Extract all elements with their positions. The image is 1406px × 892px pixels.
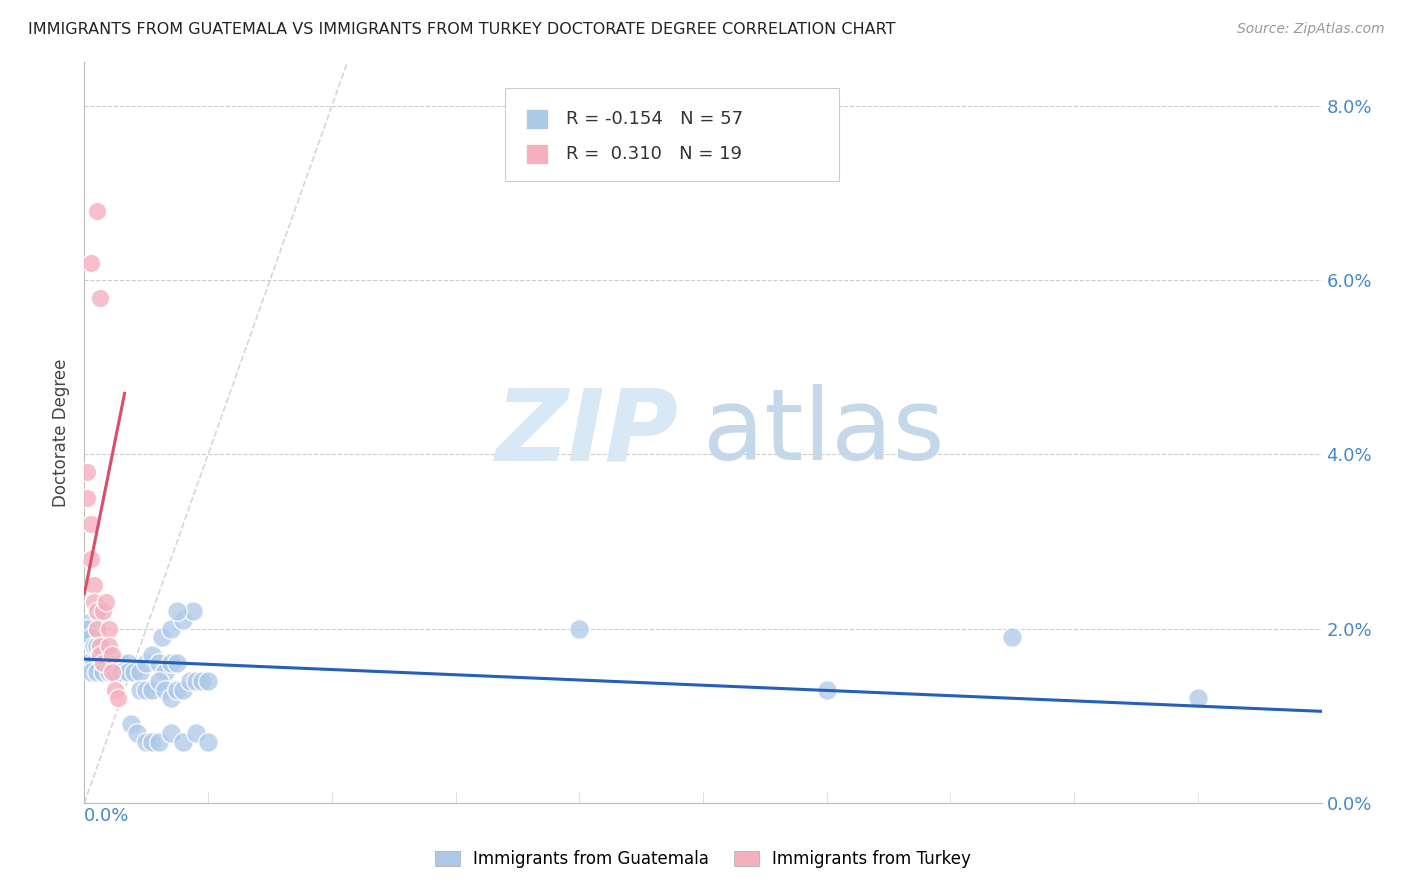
Point <box>568 622 591 636</box>
Point <box>86 665 108 680</box>
Text: ZIP: ZIP <box>495 384 678 481</box>
Point <box>135 657 157 671</box>
Point <box>122 665 145 680</box>
Text: atlas: atlas <box>703 384 945 481</box>
Legend: Immigrants from Guatemala, Immigrants from Turkey: Immigrants from Guatemala, Immigrants fr… <box>427 844 979 875</box>
Point <box>135 735 157 749</box>
Point <box>89 648 111 662</box>
Point <box>172 682 194 697</box>
Point <box>86 203 108 218</box>
Point <box>181 604 204 618</box>
Point <box>135 682 157 697</box>
Point <box>166 604 188 618</box>
Point <box>79 517 101 532</box>
Point <box>83 595 105 609</box>
Point <box>79 630 101 644</box>
Point <box>79 552 101 566</box>
Point <box>98 622 121 636</box>
Point <box>172 613 194 627</box>
Point <box>86 639 108 653</box>
Point <box>117 657 139 671</box>
Point <box>110 657 132 671</box>
Point <box>83 639 105 653</box>
FancyBboxPatch shape <box>526 109 548 129</box>
Point <box>179 673 201 688</box>
Point <box>184 673 207 688</box>
Point <box>197 735 219 749</box>
Text: R =  0.310   N = 19: R = 0.310 N = 19 <box>565 145 741 163</box>
Point <box>91 657 114 671</box>
Point <box>120 717 142 731</box>
Point <box>141 648 163 662</box>
Point <box>76 657 98 671</box>
Point <box>815 682 838 697</box>
Point <box>91 648 114 662</box>
Point <box>148 657 170 671</box>
Point <box>160 691 183 706</box>
Point <box>75 622 97 636</box>
Point <box>172 735 194 749</box>
Point <box>191 673 214 688</box>
Point <box>101 648 124 662</box>
Point <box>160 622 183 636</box>
Point <box>150 630 173 644</box>
Text: R = -0.154   N = 57: R = -0.154 N = 57 <box>565 111 742 128</box>
Point <box>83 578 105 592</box>
Point <box>1187 691 1209 706</box>
Point <box>89 648 111 662</box>
Point <box>141 682 163 697</box>
FancyBboxPatch shape <box>505 88 839 181</box>
Point <box>107 691 129 706</box>
Point <box>104 657 127 671</box>
Point <box>148 673 170 688</box>
Point <box>86 604 108 618</box>
Text: Source: ZipAtlas.com: Source: ZipAtlas.com <box>1237 22 1385 37</box>
Point <box>101 665 124 680</box>
Point <box>91 604 114 618</box>
Point <box>89 639 111 653</box>
Point <box>98 639 121 653</box>
Point <box>98 665 121 680</box>
Point <box>86 622 108 636</box>
Point <box>160 726 183 740</box>
Point <box>125 726 148 740</box>
Point <box>141 735 163 749</box>
Point <box>79 665 101 680</box>
Y-axis label: Doctorate Degree: Doctorate Degree <box>52 359 70 507</box>
Point <box>153 665 176 680</box>
Point <box>129 682 152 697</box>
Point <box>79 256 101 270</box>
Point <box>91 665 114 680</box>
Text: 0.0%: 0.0% <box>84 807 129 825</box>
Text: IMMIGRANTS FROM GUATEMALA VS IMMIGRANTS FROM TURKEY DOCTORATE DEGREE CORRELATION: IMMIGRANTS FROM GUATEMALA VS IMMIGRANTS … <box>28 22 896 37</box>
Point <box>76 491 98 505</box>
Point <box>153 682 176 697</box>
Point <box>83 657 105 671</box>
Point <box>76 465 98 479</box>
Point <box>104 665 127 680</box>
Point <box>129 665 152 680</box>
Point <box>197 673 219 688</box>
Point <box>160 657 183 671</box>
Point <box>184 726 207 740</box>
Point <box>166 657 188 671</box>
Point <box>98 657 121 671</box>
Point <box>110 665 132 680</box>
Point <box>117 665 139 680</box>
FancyBboxPatch shape <box>526 144 548 164</box>
Point <box>89 291 111 305</box>
Point <box>76 622 98 636</box>
Point <box>104 682 127 697</box>
Point <box>94 595 117 609</box>
Point <box>1001 630 1024 644</box>
Point <box>148 735 170 749</box>
Point <box>166 682 188 697</box>
